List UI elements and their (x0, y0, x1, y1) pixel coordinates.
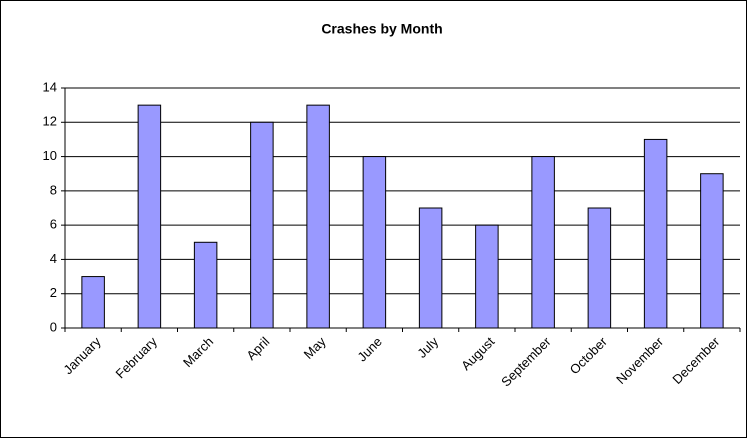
bar (306, 104, 330, 329)
chart-title: Crashes by Month (321, 21, 442, 37)
bar (250, 121, 274, 329)
y-tick-label: 8 (50, 182, 57, 197)
bar (531, 156, 555, 329)
y-tick-label: 10 (43, 148, 57, 163)
bar (700, 173, 724, 329)
y-tick-label: 14 (43, 79, 57, 94)
bar (475, 224, 499, 329)
y-tick-label: 12 (43, 114, 57, 129)
y-tick-label: 0 (50, 319, 57, 334)
bar (587, 207, 612, 329)
bar (193, 241, 218, 329)
bar (643, 138, 668, 329)
y-tick-label: 2 (50, 285, 57, 300)
bar (137, 104, 162, 329)
bar (362, 156, 387, 329)
y-tick-label: 6 (50, 217, 57, 232)
y-tick-label: 4 (50, 251, 57, 266)
bar (81, 276, 105, 329)
bar (418, 207, 443, 329)
